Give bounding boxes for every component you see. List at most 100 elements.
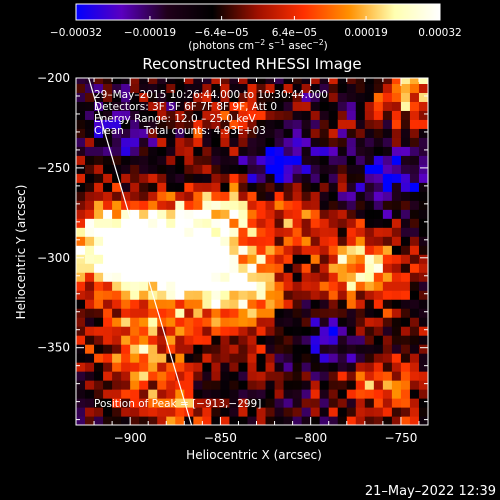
heatmap-cell xyxy=(364,263,375,273)
heatmap-cell xyxy=(265,299,276,309)
heatmap-cell xyxy=(94,380,104,390)
heatmap-cell xyxy=(157,236,167,246)
heatmap-cell xyxy=(292,335,303,345)
heatmap-cell xyxy=(238,263,249,273)
annotation-line: 29–May–2015 10:26:44.000 to 10:30:44.000 xyxy=(94,89,328,101)
heatmap-cell xyxy=(346,200,357,210)
heatmap-cell xyxy=(283,119,294,129)
heatmap-cell xyxy=(382,326,393,336)
heatmap-cell xyxy=(211,200,222,210)
heatmap-cell xyxy=(157,227,167,237)
heatmap-cell xyxy=(202,146,212,156)
heatmap-cell xyxy=(175,119,185,129)
heatmap-cell xyxy=(85,92,95,102)
heatmap-cell xyxy=(139,200,149,210)
heatmap-cell xyxy=(202,416,212,425)
heatmap-cell xyxy=(256,362,267,372)
heatmap-cell xyxy=(301,164,312,174)
heatmap-cell xyxy=(409,344,420,354)
heatmap-cell xyxy=(355,78,366,84)
heatmap-cell xyxy=(310,200,321,210)
heatmap-cell xyxy=(148,335,158,345)
heatmap-cell xyxy=(202,78,212,84)
heatmap-cell xyxy=(121,110,131,120)
heatmap-cell xyxy=(121,254,131,264)
heatmap-cell xyxy=(193,83,203,93)
heatmap-cell xyxy=(220,317,231,327)
heatmap-cell xyxy=(283,290,294,300)
heatmap-cell xyxy=(409,245,420,255)
heatmap-cell xyxy=(382,110,393,120)
heatmap-cell xyxy=(211,317,222,327)
heatmap-cell xyxy=(409,416,420,425)
heatmap-cell xyxy=(373,362,384,372)
heatmap-cell xyxy=(202,119,212,129)
heatmap-cell xyxy=(274,353,285,363)
heatmap-cell xyxy=(283,308,294,318)
heatmap-cell xyxy=(220,155,231,165)
heatmap-cell xyxy=(319,299,330,309)
heatmap-cell xyxy=(211,254,222,264)
heatmap-cell xyxy=(166,380,176,390)
heatmap-cell xyxy=(355,317,366,327)
heatmap-cell xyxy=(103,398,113,408)
heatmap-cell xyxy=(256,218,267,228)
heatmap-cell xyxy=(283,164,294,174)
heatmap-cell xyxy=(94,182,104,192)
heatmap-cell xyxy=(373,146,384,156)
heatmap-cell xyxy=(373,254,384,264)
heatmap-cell xyxy=(400,254,411,264)
heatmap-cell xyxy=(148,389,158,399)
heatmap-cell xyxy=(373,272,384,282)
heatmap-cell xyxy=(274,173,285,183)
heatmap-cell xyxy=(157,209,167,219)
heatmap-cell xyxy=(175,191,185,201)
heatmap-cell xyxy=(166,236,176,246)
heatmap-cell xyxy=(121,78,131,84)
heatmap-cell xyxy=(283,128,294,138)
heatmap-cell xyxy=(355,128,366,138)
heatmap-cell xyxy=(355,299,366,309)
heatmap-cell xyxy=(121,299,131,309)
heatmap-cell xyxy=(121,191,131,201)
heatmap-cell xyxy=(265,263,276,273)
heatmap-cell xyxy=(229,335,240,345)
heatmap-cell xyxy=(364,209,375,219)
heatmap-cell xyxy=(409,362,420,372)
heatmap-cell xyxy=(121,137,131,147)
heatmap-cell xyxy=(166,416,176,425)
heatmap-cell xyxy=(301,371,312,381)
heatmap-cell xyxy=(130,137,140,147)
heatmap-cell xyxy=(94,407,104,417)
heatmap-cell xyxy=(373,398,384,408)
heatmap-cell xyxy=(337,78,348,84)
heatmap-cell xyxy=(418,254,428,264)
heatmap-cell xyxy=(166,389,176,399)
heatmap-cell xyxy=(373,317,384,327)
heatmap-cell xyxy=(85,101,95,111)
heatmap-cell xyxy=(256,191,267,201)
heatmap-cell xyxy=(400,371,411,381)
heatmap-cell xyxy=(409,137,420,147)
heatmap-cell xyxy=(265,407,276,417)
heatmap-cell xyxy=(121,128,131,138)
heatmap-cell xyxy=(301,236,312,246)
heatmap-cell xyxy=(202,209,212,219)
heatmap-cell xyxy=(184,281,194,291)
heatmap-cell xyxy=(310,92,321,102)
heatmap-cell xyxy=(130,128,140,138)
heatmap-cell xyxy=(229,362,240,372)
heatmap-cell xyxy=(229,263,240,273)
heatmap-cell xyxy=(364,353,375,363)
heatmap-cell xyxy=(382,227,393,237)
heatmap-cell xyxy=(166,173,176,183)
heatmap-cell xyxy=(76,227,86,237)
heatmap-cell xyxy=(139,92,149,102)
heatmap-cell xyxy=(103,380,113,390)
heatmap-cell xyxy=(346,245,357,255)
heatmap-cell xyxy=(265,218,276,228)
heatmap-cell xyxy=(103,92,113,102)
heatmap-cell xyxy=(175,317,185,327)
heatmap-cell xyxy=(265,101,276,111)
heatmap-cell xyxy=(310,164,321,174)
